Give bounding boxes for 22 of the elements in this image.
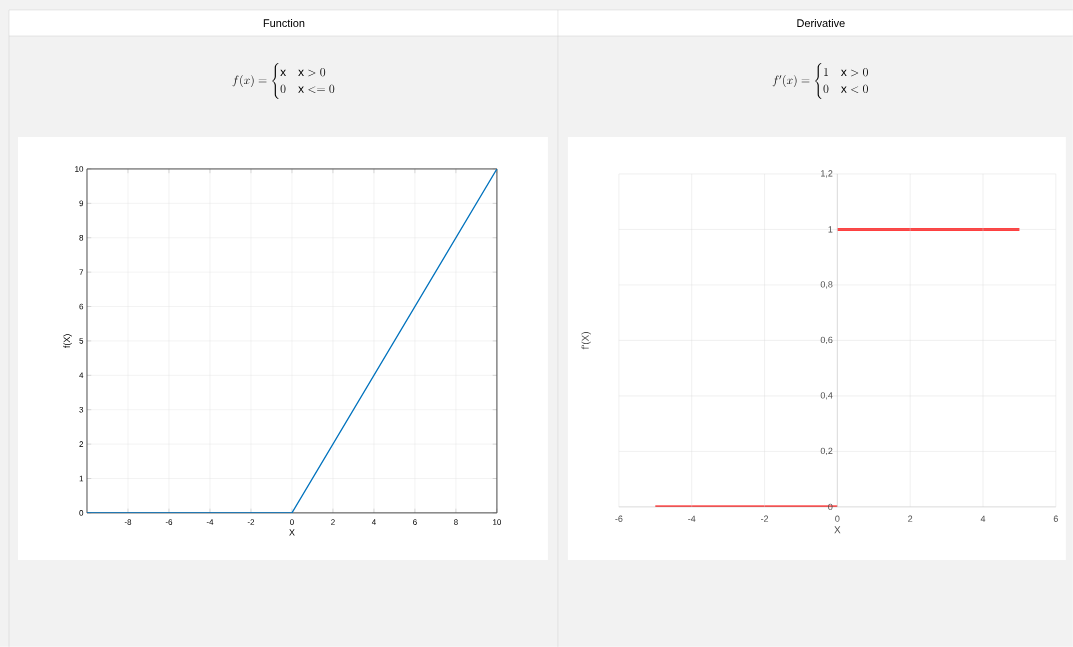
x-tick-label: 0 xyxy=(835,515,840,522)
y-tick-label: 0,6 xyxy=(820,336,833,345)
x-tick-label: 4 xyxy=(980,515,986,522)
chart-subtitle: $f(x) = \begin{cases} \mathrm{x} & \mathrm{x} > 0 \\ 0 & \mathrm{x} <= 0 \end{cases}$ xyxy=(232,63,335,99)
chart-title: Function xyxy=(263,18,305,27)
y-tick-label: 0,8 xyxy=(820,281,833,289)
y-tick-label: 0,4 xyxy=(820,392,833,400)
x-axis-title: X xyxy=(834,526,841,534)
x-tick-label: -4 xyxy=(688,515,696,522)
x-tick-label: -2 xyxy=(760,515,769,522)
x-tick-label: -6 xyxy=(615,515,623,522)
y-axis-title: f'(X) xyxy=(581,332,591,350)
x-axis-title: X xyxy=(289,529,295,536)
y-tick-label: 1 xyxy=(828,226,833,233)
y-axis-title: f(X) xyxy=(63,334,72,348)
y-tick-label: 1,2 xyxy=(821,170,833,178)
y-tick-label: 0,2 xyxy=(820,447,833,456)
x-tick-label: 2 xyxy=(908,515,913,522)
chart-title: Derivative xyxy=(797,18,845,27)
y-tick-label: 0 xyxy=(828,503,833,511)
chart-subtitle: $f'(x) = \begin{cases} 1 & \mathrm{x} > 0 \\ 0 & \mathrm{x} < 0 \end{cases}$ xyxy=(772,63,868,99)
x-tick-label: 6 xyxy=(1053,515,1058,522)
